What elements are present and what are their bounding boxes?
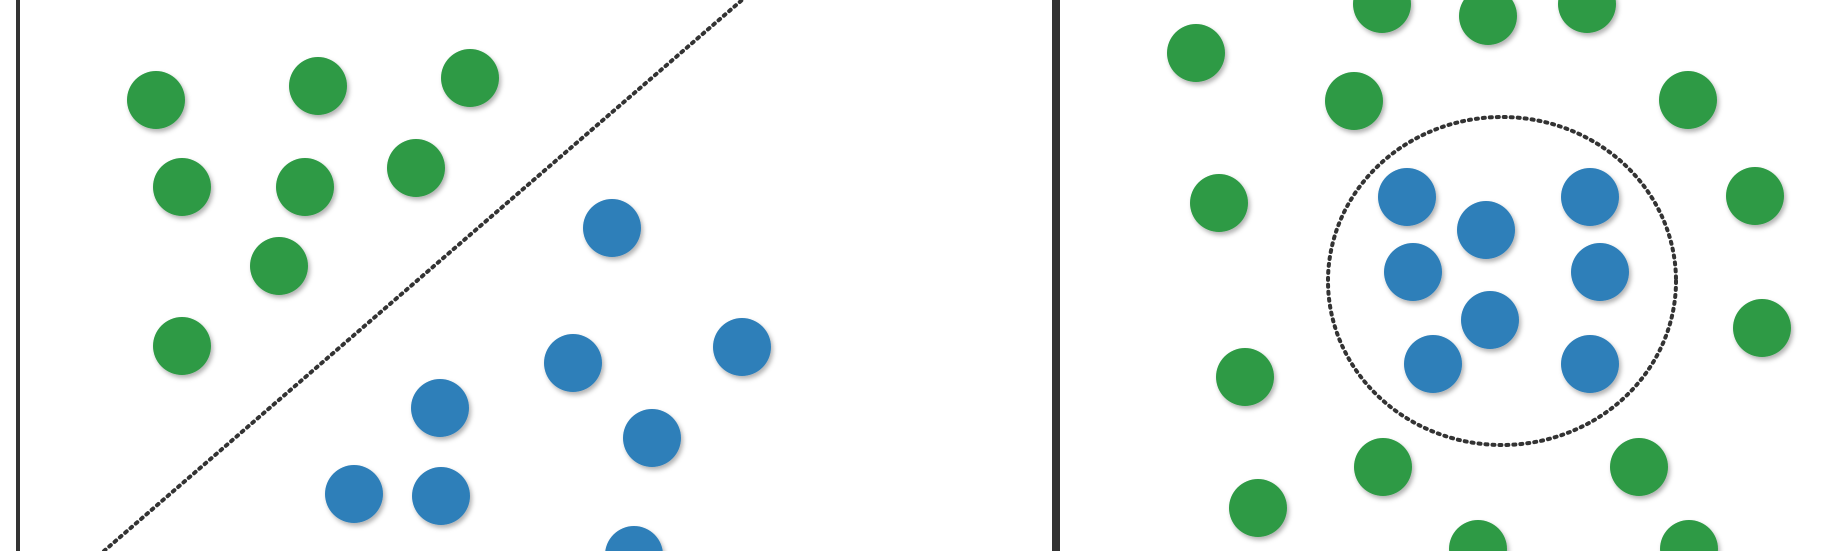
blue-point	[1461, 291, 1519, 349]
green-point	[1167, 24, 1225, 82]
green-point	[1459, 0, 1517, 45]
blue-point	[1384, 243, 1442, 301]
green-point	[387, 139, 445, 197]
green-point	[153, 158, 211, 216]
green-point	[1216, 348, 1274, 406]
green-point	[1726, 167, 1784, 225]
linear-points	[127, 49, 771, 551]
blue-point	[583, 199, 641, 257]
green-point	[127, 71, 185, 129]
green-point	[1354, 438, 1412, 496]
blue-point	[1404, 335, 1462, 393]
green-point	[1558, 0, 1616, 33]
green-point	[1659, 71, 1717, 129]
green-point	[1610, 438, 1668, 496]
green-point	[1229, 479, 1287, 537]
green-point	[289, 57, 347, 115]
blue-point	[605, 526, 663, 551]
green-point	[1449, 520, 1507, 551]
blue-point	[713, 318, 771, 376]
green-point	[250, 237, 308, 295]
blue-point	[1457, 201, 1515, 259]
blue-point	[412, 467, 470, 525]
green-point	[276, 158, 334, 216]
linear-decision-boundary	[102, 0, 744, 551]
blue-point	[325, 465, 383, 523]
green-point	[1733, 299, 1791, 357]
green-point	[441, 49, 499, 107]
blue-point	[1561, 168, 1619, 226]
nonlinear-decision-boundary	[1326, 115, 1678, 447]
linear-panel-frame	[16, 0, 1056, 551]
blue-point	[1561, 335, 1619, 393]
blue-point	[1378, 168, 1436, 226]
nonlinear-panel	[1056, 0, 1791, 551]
blue-point	[1571, 243, 1629, 301]
green-point	[1190, 174, 1248, 232]
green-point	[153, 317, 211, 375]
green-point	[1325, 72, 1383, 130]
linear-panel	[16, 0, 1056, 551]
blue-point	[411, 379, 469, 437]
blue-point	[623, 409, 681, 467]
green-point	[1353, 0, 1411, 33]
green-point	[1660, 520, 1718, 551]
nonlinear-points	[1167, 0, 1791, 551]
blue-point	[544, 334, 602, 392]
